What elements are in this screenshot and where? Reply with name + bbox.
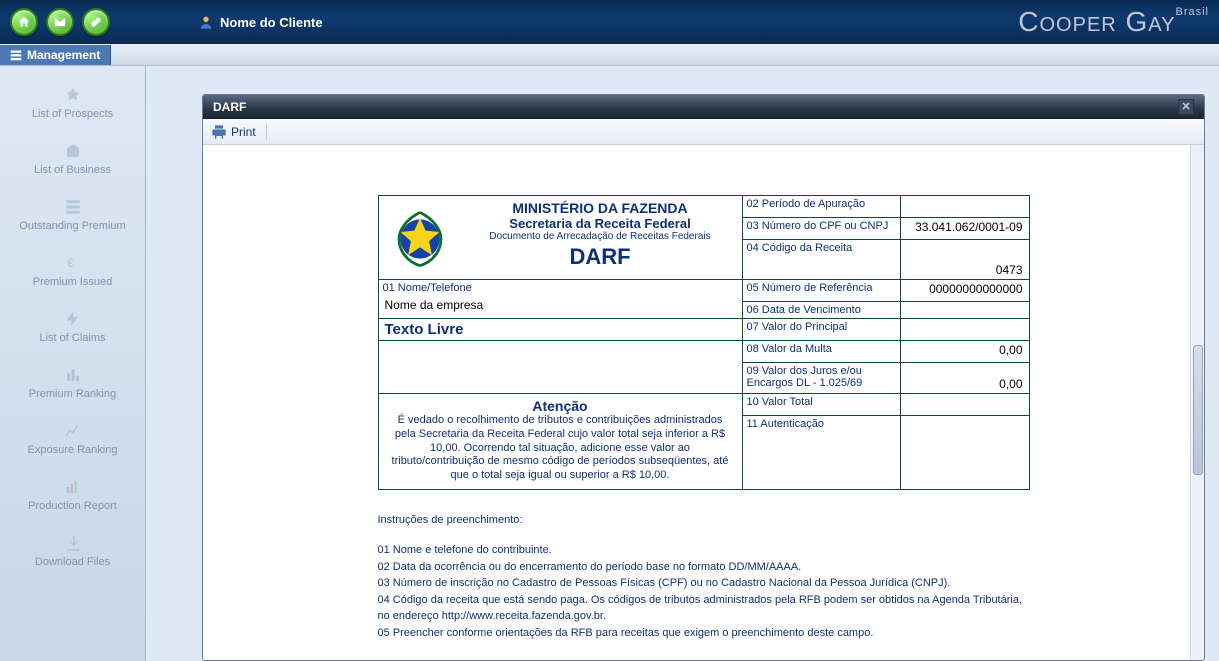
sidebar-item-outstanding[interactable]: Outstanding Premium [0,190,145,246]
section-tabs: Management [0,44,1219,66]
row-value [901,319,1029,340]
sidebar-item-business[interactable]: List of Business [0,134,145,190]
row-value [901,394,1029,415]
instruction-line: 02 Data da ocorrência ou do encerramento… [378,559,1030,576]
field01-value: Nome da empresa [379,296,742,314]
user-icon [198,14,214,30]
atencao-text: É vedado o recolhimento de tributos e co… [387,414,734,483]
row-label: 03 Número do CPF ou CNPJ [743,218,901,239]
main-area: DARF ✕ Print [146,66,1219,661]
row-value: 33.041.062/0001-09 [901,218,1029,239]
modal-close-button[interactable]: ✕ [1178,99,1194,115]
home-button[interactable] [10,8,38,36]
row-label: 10 Valor Total [743,394,901,415]
row-value: 0,00 [901,341,1029,362]
row-label: 11 Autenticação [743,416,901,489]
row-label: 02 Período de Apuração [743,196,901,217]
instruction-line: 04 Código da receita que está sendo paga… [378,592,1030,625]
sidebar-item-premium-ranking[interactable]: Premium Ranking [0,358,145,414]
row-value [901,196,1029,217]
darf-form: MINISTÉRIO DA FAZENDA Secretaria da Rece… [378,195,1030,490]
sidebar-item-production-report[interactable]: Production Report [0,470,145,526]
sidebar-item-exposure-ranking[interactable]: Exposure Ranking [0,414,145,470]
link-button[interactable] [82,8,110,36]
row-value [901,416,1029,489]
modal-title-text: DARF [213,100,246,114]
row-value: 00000000000000 [901,280,1029,301]
instruction-line: 05 Preencher conforme orientações da RFB… [378,625,1030,642]
scrollbar-thumb[interactable] [1193,345,1203,475]
svg-text:€: € [67,256,74,270]
row-label: 09 Valor dos Juros e/ou Encargos DL - 1.… [743,363,901,393]
row-label: 07 Valor do Principal [743,319,901,340]
sidebar-item-prospects[interactable]: List of Prospects [0,78,145,134]
modal-titlebar: DARF ✕ [203,95,1204,119]
free-text-title: Texto Livre [379,319,742,341]
print-icon [211,124,227,140]
darf-modal: DARF ✕ Print [202,94,1205,661]
brand-logo: Cooper GayBrasil [1018,6,1209,39]
instruction-line: 01 Nome e telefone do contribuinte. [378,542,1030,559]
instructions-block: Instruções de preenchimento: 01 Nome e t… [378,512,1030,642]
sidebar-item-premium-issued[interactable]: €Premium Issued [0,246,145,302]
modal-body: MINISTÉRIO DA FAZENDA Secretaria da Rece… [203,145,1204,660]
scrollbar-track[interactable] [1190,145,1204,660]
row-label: 06 Data de Vencimento [743,302,901,318]
toolbar-separator [266,124,267,140]
sidebar-item-claims[interactable]: List of Claims [0,302,145,358]
top-bar: Nome do Cliente Cooper GayBrasil [0,0,1219,44]
sidebar-item-download[interactable]: Download Files [0,526,145,582]
field01-label: 01 Nome/Telefone [379,280,742,296]
row-label: 04 Código da Receita [743,240,901,279]
brazil-emblem-icon [385,200,455,278]
instruction-line: 03 Número de inscrição no Cadastro de Pe… [378,575,1030,592]
row-label: 05 Número de Referência [743,280,901,301]
row-value: 0,00 [901,363,1029,393]
mail-button[interactable] [46,8,74,36]
atencao-title: Atenção [387,398,734,414]
client-name: Nome do Cliente [220,15,323,30]
print-button[interactable]: Print [231,125,256,139]
row-value [901,302,1029,318]
grid-icon [10,49,22,61]
modal-toolbar: Print [203,119,1204,145]
management-tab[interactable]: Management [0,45,111,65]
instructions-title: Instruções de preenchimento: [378,512,1030,529]
row-label: 08 Valor da Multa [743,341,901,362]
sidebar: List of Prospects List of Business Outst… [0,66,146,661]
row-value: 0473 [901,240,1029,279]
